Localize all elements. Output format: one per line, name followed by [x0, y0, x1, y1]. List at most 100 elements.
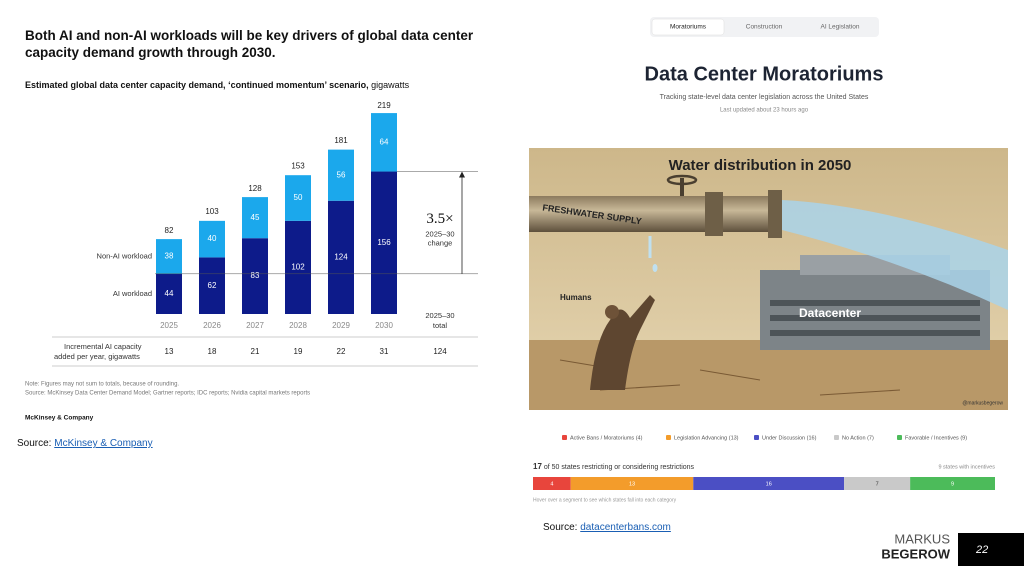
legend-swatch: [834, 435, 839, 440]
legend-swatch: [897, 435, 902, 440]
chart-area: 44 38 82 2025 13 62 40 103 2026 18 83 45 128 2027 21 10…: [52, 101, 478, 367]
source-link[interactable]: datacenterbans.com: [580, 522, 671, 533]
annotation-text: change: [428, 239, 453, 248]
note: Note: Figures may not sum to totals, bec…: [25, 382, 179, 388]
row-value: 18: [208, 347, 217, 356]
legend-swatch: [666, 435, 671, 440]
segment-label: 40: [208, 234, 217, 243]
segment-label: 13: [629, 481, 635, 487]
x-tick-label: 2027: [246, 321, 264, 330]
pipe: [529, 196, 779, 232]
illustration: Water distribution in 2050 FRESHWATER SU…: [529, 148, 1008, 410]
segment-label: 4: [550, 481, 553, 487]
bar-segment: [156, 239, 182, 274]
legend-label: Active Bans / Moratoriums (4): [570, 435, 643, 441]
segment-label: 156: [377, 238, 391, 247]
row-label: Incremental AI capacity: [64, 342, 142, 351]
cracks: [559, 359, 901, 396]
bar-segment: [285, 220, 311, 314]
bar-segment: [328, 149, 354, 201]
legend-label: Non-AI workload: [97, 251, 152, 260]
x-tick-label: 2029: [332, 321, 350, 330]
incentives: 9 states with incentives: [938, 464, 995, 470]
tab[interactable]: Moratoriums: [670, 24, 707, 31]
legend-label: No Action (7): [842, 435, 874, 441]
bar-segment: [371, 171, 397, 314]
row-value: 13: [165, 347, 174, 356]
segment-label: 50: [294, 193, 303, 202]
segment-label: 9: [951, 481, 954, 487]
segment-label: 7: [876, 481, 879, 487]
segment-label: 45: [251, 213, 260, 222]
segment-label: 64: [380, 137, 389, 146]
x-tick-label: 2026: [203, 321, 221, 330]
annotation-text: 2025–30: [425, 230, 454, 239]
brand-first: MARKUS: [894, 531, 950, 546]
image-title: Water distribution in 2050: [669, 157, 852, 174]
humans-label: Humans: [560, 293, 592, 302]
row-total: 124: [433, 347, 447, 356]
legend-label: Favorable / Incentives (9): [905, 435, 967, 441]
bar-segment: [199, 257, 225, 314]
tab[interactable]: Construction: [746, 24, 783, 31]
windows: [770, 300, 980, 336]
legend-label: Under Discussion (16): [762, 435, 817, 441]
page-number: 22: [975, 544, 988, 556]
x-tick-label: 2030: [375, 321, 393, 330]
legend-label: AI workload: [113, 289, 152, 298]
ground: [529, 340, 1008, 410]
bar-segment: [242, 238, 268, 314]
segment-label: 62: [208, 281, 217, 290]
human-head: [605, 305, 619, 319]
unit: gigawatts: [371, 80, 410, 90]
source-link[interactable]: McKinsey & Company: [54, 438, 152, 449]
total-label: 181: [334, 136, 348, 145]
row-value: 19: [294, 347, 303, 356]
tab[interactable]: AI Legislation: [820, 24, 859, 31]
row-label: added per year, gigawatts: [54, 352, 140, 361]
state-segment[interactable]: [844, 477, 911, 490]
annotation-value: 3.5×: [426, 211, 453, 227]
row-value: 21: [251, 347, 260, 356]
source-label: Source:: [543, 522, 577, 533]
segment-label: 124: [334, 252, 348, 261]
human: [590, 295, 655, 390]
updated: Last updated about 23 hours ago: [720, 108, 809, 114]
segment-label: 56: [337, 170, 346, 179]
state-segment[interactable]: [693, 477, 845, 490]
publisher: McKinsey & Company: [25, 415, 94, 422]
summary: 17 of 50 states restricting or consideri…: [533, 462, 695, 471]
active-tab[interactable]: [651, 18, 725, 36]
state-segment[interactable]: [533, 477, 571, 490]
row-value: 22: [337, 347, 346, 356]
credit: @markusbegerow: [962, 400, 1003, 406]
state-summary: Active Bans / Moratoriums (4) Legislation…: [533, 435, 995, 490]
drop: [652, 264, 658, 272]
segment-label: 102: [291, 263, 305, 272]
app-subtitle: Tracking state-level data center legisla…: [660, 94, 869, 101]
source: Source: McKinsey & Company: [17, 438, 153, 449]
state-segment[interactable]: [910, 477, 995, 490]
source-label: Source:: [17, 438, 51, 449]
total-header: 2025–30: [425, 311, 454, 320]
app-title: Data Center Moratoriums: [645, 63, 884, 85]
total-label: 82: [165, 226, 174, 235]
legend-swatch: [562, 435, 567, 440]
bar-segment: [156, 273, 182, 314]
chart-subtitle: Estimated global data center capacity de…: [25, 80, 410, 90]
valve: [666, 174, 698, 186]
segment-label: 83: [251, 271, 260, 280]
legend-label: Legislation Advancing (13): [674, 435, 739, 441]
pipe-end: [768, 190, 782, 238]
legend-swatch: [754, 435, 759, 440]
water-stream: [782, 200, 1008, 310]
datacenter-label: Datacenter: [799, 306, 861, 320]
total-label: 128: [248, 184, 262, 193]
bar-segment: [371, 113, 397, 172]
total-label: 103: [205, 207, 219, 216]
valve-stem: [680, 178, 684, 196]
state-segment[interactable]: [570, 477, 694, 490]
total-label: 153: [291, 161, 305, 170]
source: Source: datacenterbans.com: [543, 522, 671, 533]
